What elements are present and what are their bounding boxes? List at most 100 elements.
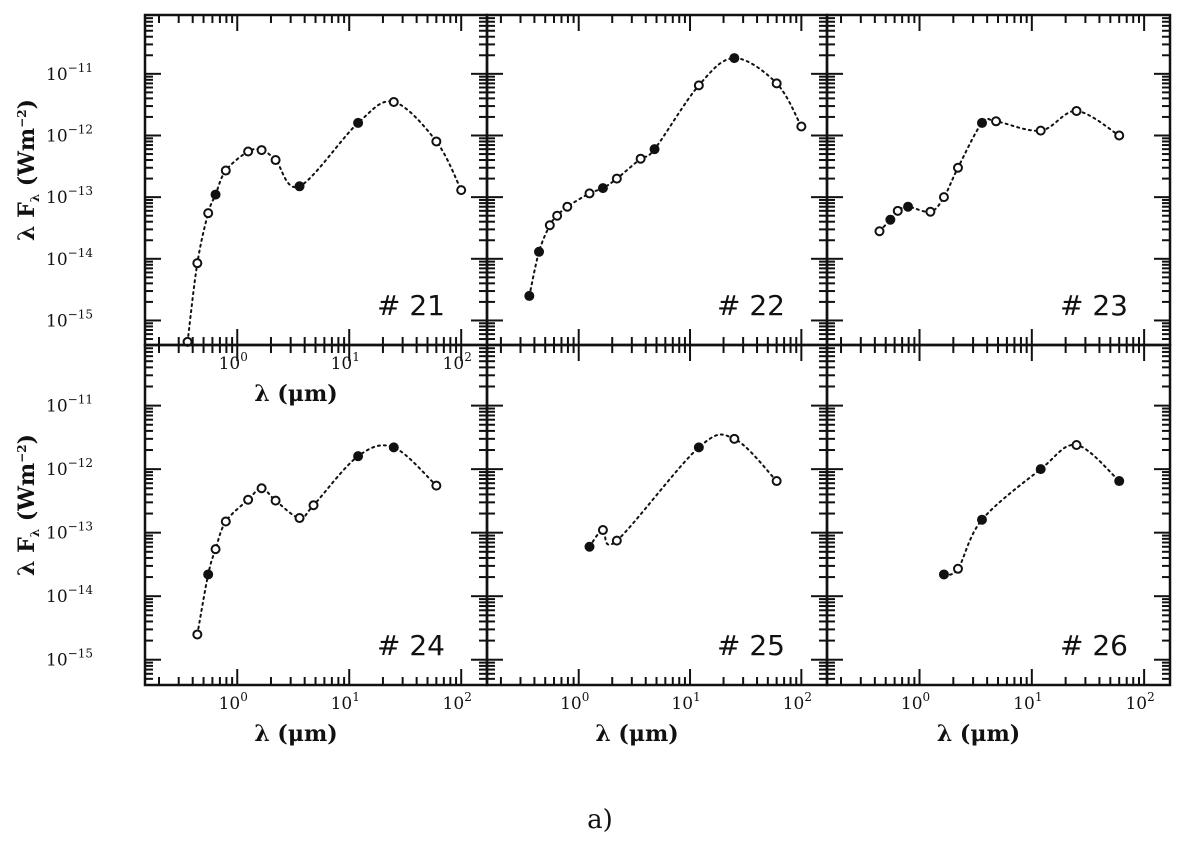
data-point — [294, 181, 305, 192]
data-point — [597, 525, 608, 536]
y-axis-label-part: λ F — [14, 537, 40, 576]
series-curve — [942, 443, 1121, 576]
tick-base: 10 — [46, 651, 68, 671]
data-point — [1114, 476, 1125, 487]
data-point — [524, 290, 535, 301]
data-point — [925, 206, 936, 217]
y-axis-label: λ Fλ (Wm−2) — [14, 99, 42, 241]
y-tick-label: 10−12 — [46, 122, 93, 146]
y-axis-label-part: −2 — [15, 109, 29, 127]
tick-base: 10 — [46, 397, 68, 417]
data-point — [220, 165, 231, 176]
tick-exponent: 1 — [1035, 690, 1043, 704]
data-point — [952, 563, 963, 574]
series-curve — [878, 109, 1121, 233]
y-axis-label-part: −2 — [15, 444, 29, 462]
data-point — [353, 117, 364, 128]
x-tick-label: 100 — [901, 690, 930, 714]
data-point — [1071, 439, 1082, 450]
panel-label: # 25 — [717, 629, 785, 662]
panel-label: # 23 — [1060, 289, 1128, 322]
data-point — [192, 629, 203, 640]
tick-exponent: 1 — [352, 690, 360, 704]
data-point — [796, 121, 807, 132]
x-tick-label: 100 — [219, 690, 248, 714]
data-point — [388, 442, 399, 453]
tick-base: 10 — [46, 65, 68, 85]
y-axis-label: λ Fλ (Wm−2) — [14, 434, 42, 576]
data-point — [270, 495, 281, 506]
data-point — [562, 201, 573, 212]
x-tick-label: 102 — [783, 690, 812, 714]
tick-base: 10 — [1013, 694, 1035, 714]
tick-base: 10 — [219, 694, 241, 714]
tick-exponent: −12 — [68, 122, 93, 136]
y-tick-label: 10−14 — [46, 246, 93, 270]
data-point — [210, 544, 221, 555]
tick-base: 10 — [331, 354, 353, 374]
data-point — [192, 258, 203, 269]
tick-base: 10 — [46, 587, 68, 607]
data-point — [544, 220, 555, 231]
figure-caption: a) — [587, 805, 613, 835]
tick-base: 10 — [46, 250, 68, 270]
data-point — [584, 188, 595, 199]
data-point — [903, 201, 914, 212]
y-tick-label: 10−13 — [46, 520, 93, 544]
tick-exponent: 1 — [352, 350, 360, 364]
data-point — [938, 569, 949, 580]
data-point — [597, 183, 608, 194]
tick-exponent: 2 — [804, 690, 812, 704]
data-point — [874, 226, 885, 237]
data-point — [210, 189, 221, 200]
x-axis-label: λ (μm) — [937, 721, 1020, 747]
y-axis-label-part: ) — [14, 99, 40, 109]
tick-exponent: 0 — [240, 690, 248, 704]
data-point — [611, 173, 622, 184]
data-point — [976, 514, 987, 525]
y-axis-label-part: ) — [14, 434, 40, 444]
tick-exponent: −13 — [68, 520, 93, 534]
data-point — [976, 117, 987, 128]
data-point — [1035, 125, 1046, 136]
tick-base: 10 — [901, 694, 923, 714]
tick-exponent: −15 — [68, 647, 93, 661]
y-axis-label-part: λ F — [14, 202, 40, 241]
data-point — [552, 210, 563, 221]
y-axis-label-part: λ — [28, 529, 42, 537]
panel-label: # 24 — [377, 629, 445, 662]
tick-exponent: 2 — [464, 350, 472, 364]
y-tick-label: 10−15 — [46, 307, 93, 331]
data-point — [729, 53, 740, 64]
y-tick-label: 10−14 — [46, 583, 93, 607]
x-tick-label: 101 — [331, 690, 360, 714]
x-tick-label: 101 — [1013, 690, 1042, 714]
data-point — [584, 541, 595, 552]
tick-exponent: −14 — [68, 583, 94, 597]
data-point — [611, 535, 622, 546]
data-point — [693, 442, 704, 453]
y-tick-label: 10−12 — [46, 456, 93, 480]
x-tick-label: 102 — [1125, 690, 1154, 714]
y-tick-label: 10−13 — [46, 184, 93, 208]
panel-2: # 22 — [485, 13, 829, 347]
series-curve — [528, 57, 803, 297]
y-axis-label-part: λ — [28, 194, 42, 202]
data-point — [1071, 105, 1082, 116]
panel-label: # 22 — [717, 289, 785, 322]
data-point — [1035, 464, 1046, 475]
panel-label: # 21 — [377, 289, 445, 322]
data-point — [771, 476, 782, 487]
data-point — [431, 136, 442, 147]
y-tick-label: 10−15 — [46, 647, 93, 671]
x-tick-label: 100 — [219, 350, 248, 374]
tick-base: 10 — [46, 524, 68, 544]
data-point — [1114, 130, 1125, 141]
panel-label: # 26 — [1060, 629, 1128, 662]
x-tick-label: 101 — [331, 350, 360, 374]
y-tick-label: 10−11 — [46, 393, 93, 417]
tick-exponent: 2 — [1147, 690, 1155, 704]
